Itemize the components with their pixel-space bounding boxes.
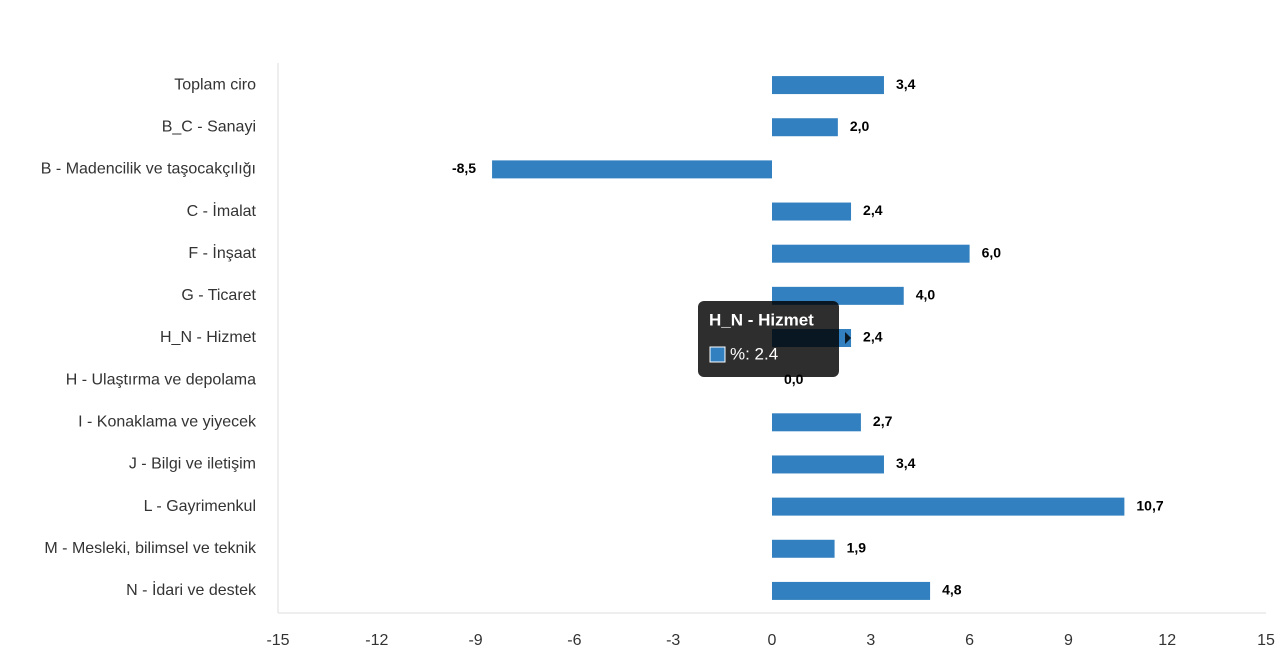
- y-tick-label: C - İmalat: [187, 201, 257, 220]
- x-tick-label: 12: [1158, 632, 1176, 649]
- x-tick-label: -9: [468, 632, 482, 649]
- data-label: 4,0: [916, 287, 936, 303]
- y-tick-label: G - Ticaret: [181, 287, 256, 304]
- bar: [772, 497, 1125, 516]
- bar: [772, 286, 904, 305]
- x-tick-label: 15: [1257, 632, 1275, 649]
- y-tick-label: H_N - Hizmet: [160, 329, 257, 346]
- x-tick-label: -6: [567, 632, 581, 649]
- x-tick-label: -3: [666, 632, 680, 649]
- bar: [772, 118, 838, 137]
- data-label: -8,5: [452, 160, 476, 176]
- bar: [772, 581, 931, 600]
- bar: [772, 76, 884, 95]
- x-tick-label: -12: [365, 632, 388, 649]
- data-label: 2,4: [863, 202, 883, 218]
- data-label: 6,0: [982, 244, 1002, 260]
- y-tick-label: B_C - Sanayi: [162, 118, 256, 135]
- y-tick-label: Toplam ciro: [174, 76, 256, 93]
- tooltip-arrow: [845, 332, 852, 344]
- tooltip-title: H_N - Hizmet: [709, 310, 814, 329]
- data-label: 2,7: [873, 413, 893, 429]
- data-label: 2,4: [863, 329, 883, 345]
- y-tick-label: H - Ulaştırma ve depolama: [66, 371, 256, 388]
- x-tick-label: 0: [768, 632, 777, 649]
- data-label: 10,7: [1136, 497, 1163, 513]
- tooltip: H_N - Hizmet %: 2.4: [698, 301, 839, 377]
- data-label: 1,9: [847, 539, 867, 555]
- bar: [772, 455, 884, 474]
- y-tick-label: M - Mesleki, bilimsel ve teknik: [44, 540, 257, 557]
- data-label: 2,0: [850, 118, 870, 134]
- x-tick-label: 6: [965, 632, 974, 649]
- y-tick-label: J - Bilgi ve iletişim: [129, 456, 256, 473]
- x-tick-label: -15: [266, 632, 289, 649]
- bar: [772, 413, 861, 432]
- data-label: 4,8: [942, 582, 962, 598]
- tooltip-swatch: [709, 346, 726, 363]
- bar: [772, 539, 835, 558]
- bar: [772, 202, 852, 221]
- tooltip-box: [698, 301, 839, 377]
- data-label: 3,4: [896, 455, 916, 471]
- bar: [492, 160, 772, 179]
- y-tick-label: N - İdari ve destek: [126, 580, 257, 599]
- x-tick-label: 9: [1064, 632, 1073, 649]
- y-tick-label: B - Madencilik ve taşocakçılığı: [41, 161, 256, 178]
- x-tick-label: 3: [866, 632, 875, 649]
- y-tick-label: F - İnşaat: [188, 243, 256, 262]
- y-tick-label: I - Konaklama ve yiyecek: [78, 414, 257, 431]
- data-label: 3,4: [896, 76, 916, 92]
- tooltip-text: %: 2.4: [730, 344, 778, 363]
- y-tick-label: L - Gayrimenkul: [144, 498, 256, 515]
- bar: [772, 244, 970, 263]
